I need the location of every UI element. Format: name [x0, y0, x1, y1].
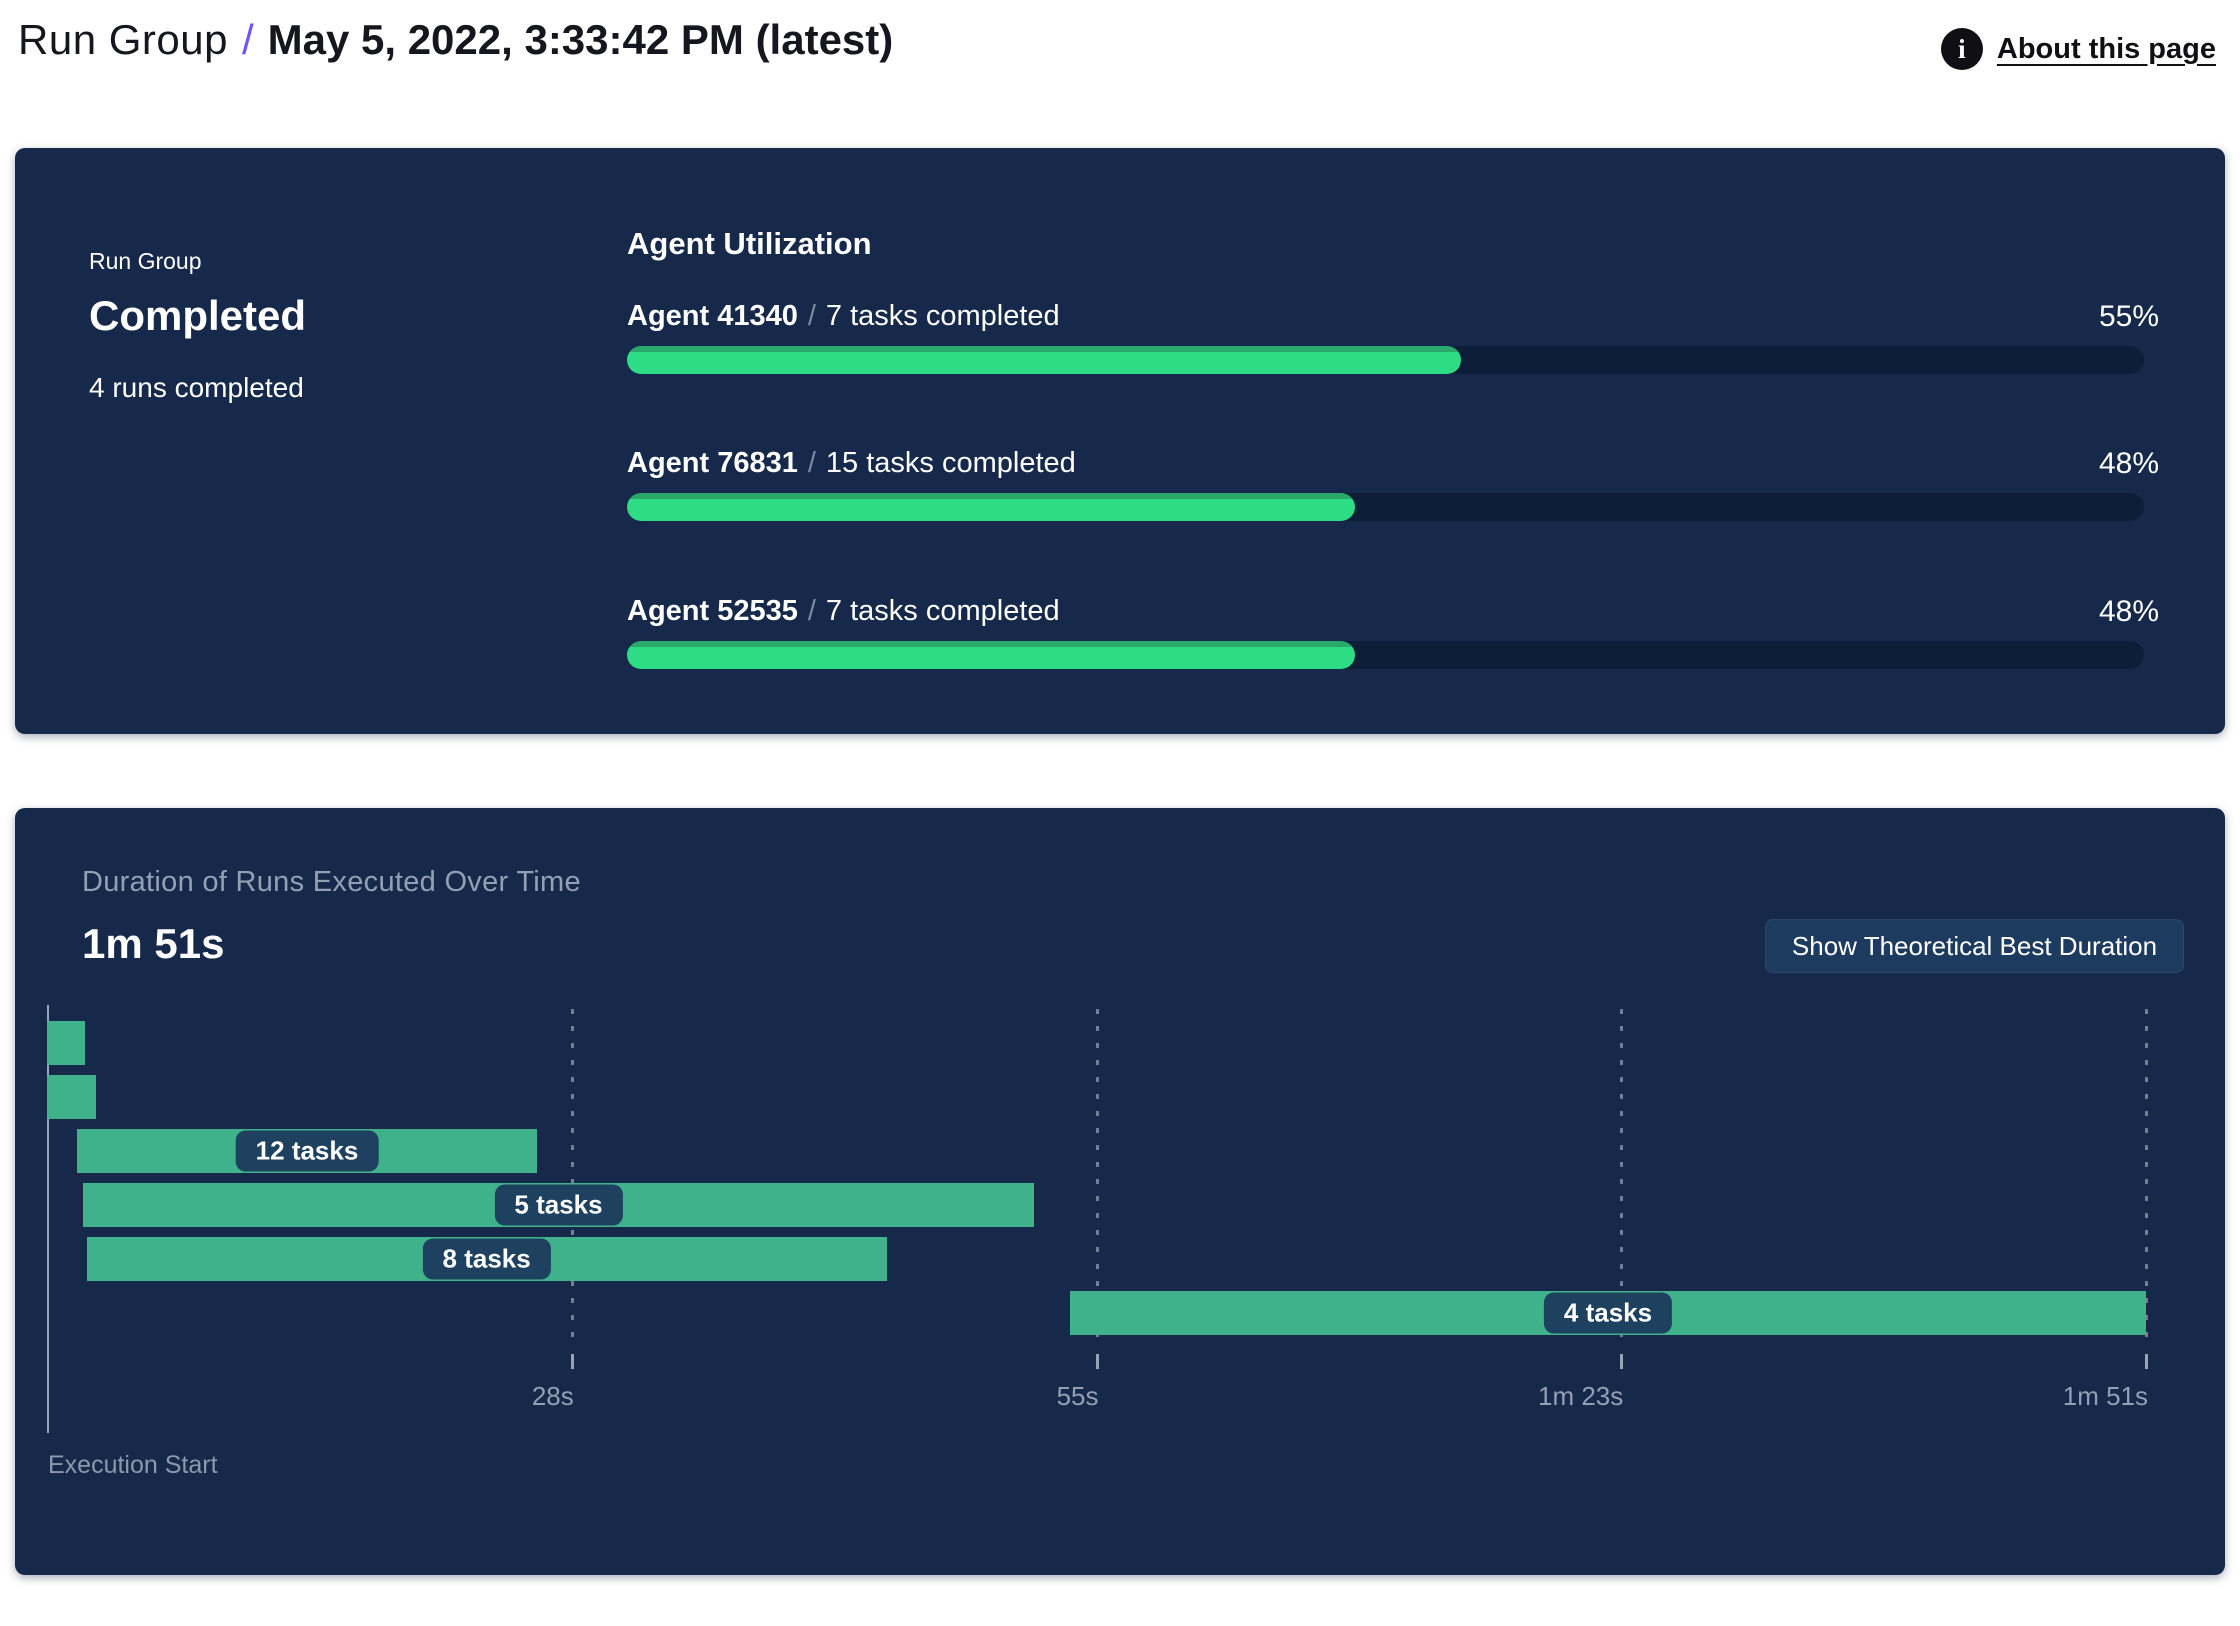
run-duration-bar[interactable]: 12 tasks	[77, 1129, 537, 1173]
breadcrumb: Run Group / May 5, 2022, 3:33:42 PM (lates…	[18, 16, 893, 64]
agent-tasks-completed: 7 tasks completed	[825, 300, 1060, 332]
task-count-chip: 8 tasks	[422, 1238, 551, 1280]
run-group-subtitle: 4 runs completed	[89, 372, 304, 403]
run-duration-bar[interactable]: 8 tasks	[86, 1237, 887, 1281]
run-group-label: Run Group	[89, 248, 202, 274]
time-tickmark	[570, 1354, 574, 1369]
agent-name: Agent 52535	[627, 595, 798, 627]
about-this-page-link[interactable]: i About this page	[1940, 28, 2216, 70]
agent-utilization-percent: 48%	[2098, 595, 2159, 628]
show-theoretical-best-duration-button[interactable]: Show Theoretical Best Duration	[1765, 919, 2184, 973]
run-group-card: Run Group Completed 4 runs completed Age…	[15, 148, 2225, 734]
breadcrumb-root[interactable]: Run Group	[18, 16, 228, 63]
breadcrumb-separator: /	[241, 16, 254, 63]
agent-row: Agent 76831 / 15 tasks completed 48%	[627, 447, 2159, 537]
duration-card: Duration of Runs Executed Over Time 1m 5…	[15, 808, 2225, 1575]
time-tickmark	[1620, 1354, 1624, 1369]
run-duration-bar[interactable]	[47, 1075, 97, 1119]
time-tick-label: 28s	[531, 1381, 574, 1411]
run-duration-bar[interactable]: 4 tasks	[1070, 1291, 2146, 1335]
agent-tasks-completed: 7 tasks completed	[825, 595, 1060, 627]
agent-label-separator: /	[807, 447, 816, 479]
task-count-chip: 5 tasks	[494, 1184, 623, 1226]
agent-utilization-percent: 55%	[2098, 300, 2159, 333]
page-header: Run Group / May 5, 2022, 3:33:42 PM (lates…	[0, 0, 2240, 148]
run-group-status: Completed	[89, 292, 307, 339]
agent-label: Agent 76831 / 15 tasks completed	[627, 447, 1076, 480]
agent-utilization-fill	[627, 493, 1356, 521]
run-duration-bar[interactable]: 5 tasks	[82, 1183, 1035, 1227]
agent-label: Agent 41340 / 7 tasks completed	[627, 300, 1060, 333]
time-tick-label: 1m 51s	[2062, 1381, 2148, 1411]
total-duration-value: 1m 51s	[82, 920, 225, 967]
agent-utilization-title: Agent Utilization	[627, 226, 872, 261]
agent-label: Agent 52535 / 7 tasks completed	[627, 595, 1060, 628]
page-title: May 5, 2022, 3:33:42 PM (latest)	[267, 16, 894, 63]
duration-chart-title: Duration of Runs Executed Over Time	[82, 866, 581, 898]
agent-tasks-completed: 15 tasks completed	[825, 447, 1076, 479]
agent-utilization-fill	[627, 641, 1356, 669]
time-gridline	[570, 1009, 574, 1347]
agent-label-separator: /	[807, 595, 816, 627]
agent-row: Agent 41340 / 7 tasks completed 55%	[627, 300, 2159, 390]
agent-utilization-percent: 48%	[2098, 447, 2159, 480]
info-icon[interactable]: i	[1940, 28, 1983, 70]
agent-utilization-track	[627, 346, 2144, 374]
about-link-label[interactable]: About this page	[1996, 32, 2216, 65]
run-duration-bar[interactable]	[47, 1021, 85, 1065]
time-gridline	[1620, 1009, 1624, 1347]
agent-name: Agent 41340	[627, 300, 798, 332]
time-tick-label: 1m 23s	[1537, 1381, 1624, 1411]
agent-utilization-track	[627, 493, 2144, 521]
agent-name: Agent 76831	[627, 447, 798, 479]
execution-start-axis-line	[47, 1005, 49, 1433]
agent-label-separator: /	[807, 300, 816, 332]
time-tick-label: 55s	[1056, 1381, 1099, 1411]
time-gridline	[1095, 1009, 1099, 1347]
duration-gantt-chart: Execution Start 28s 55s 1m 23s 1m 51s 12 tas…	[47, 1005, 2148, 1495]
task-count-chip: 4 tasks	[1543, 1292, 1673, 1334]
agent-utilization-fill	[627, 346, 1462, 374]
agent-row: Agent 52535 / 7 tasks completed 48%	[627, 595, 2159, 685]
task-count-chip: 12 tasks	[235, 1130, 379, 1172]
x-axis-label: Execution Start	[48, 1451, 218, 1479]
time-gridline	[2145, 1009, 2148, 1347]
time-tickmark	[1095, 1354, 1099, 1369]
time-tickmark	[2145, 1354, 2148, 1369]
agent-utilization-track	[627, 641, 2144, 669]
